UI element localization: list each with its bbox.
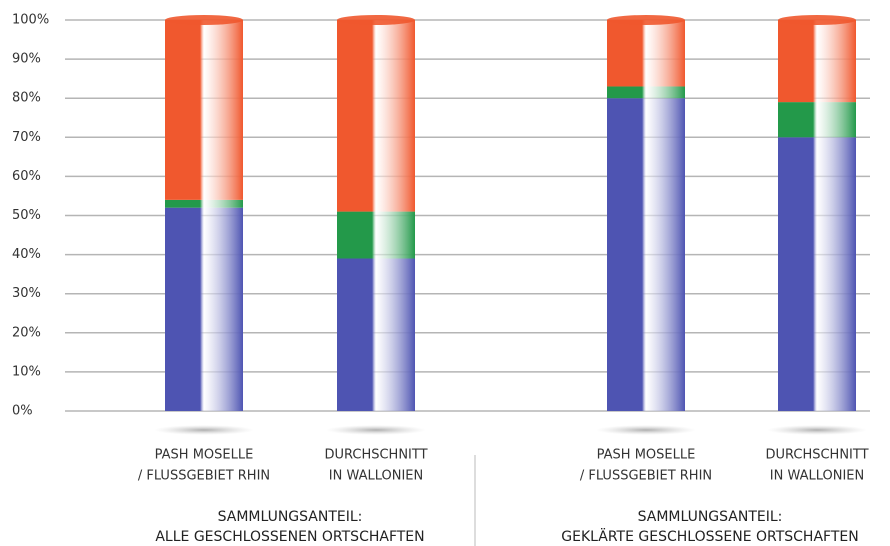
bar-segment: [607, 86, 685, 99]
bar-cap: [165, 15, 243, 25]
group-label: GEKLÄRTE GESCHLOSSENE ORTSCHAFTEN: [561, 527, 858, 545]
bar-segment: [165, 199, 243, 208]
bar-segment: [337, 211, 415, 259]
x-tick-label: IN WALLONIEN: [770, 469, 864, 484]
y-tick-label: 40%: [12, 247, 41, 262]
y-tick-label: 0%: [12, 404, 33, 419]
bar-segment: [337, 258, 415, 411]
y-tick-label: 50%: [12, 208, 41, 223]
bar-segment: [165, 207, 243, 411]
y-tick-label: 100%: [12, 13, 49, 28]
bar-cap: [778, 15, 856, 25]
x-tick-label: DURCHSCHNITT: [324, 448, 427, 463]
x-tick-label: IN WALLONIEN: [329, 469, 423, 484]
bar-segment: [778, 137, 856, 412]
y-tick-label: 10%: [12, 364, 41, 379]
group-label: SAMMLUNGSANTEIL:: [218, 509, 363, 525]
y-tick-label: 90%: [12, 52, 41, 67]
group-label: SAMMLUNGSANTEIL:: [638, 509, 783, 525]
bar-shadow: [326, 425, 426, 435]
bar-segment: [607, 98, 685, 411]
group-label: ALLE GESCHLOSSENEN ORTSCHAFTEN: [155, 529, 424, 545]
y-tick-label: 70%: [12, 130, 41, 145]
bar-segment: [778, 102, 856, 138]
bar-shadow: [596, 425, 696, 435]
bar-cap: [607, 15, 685, 25]
x-tick-label: / FLUSSGEBIET RHIN: [580, 469, 712, 484]
x-tick-label: PASH MOSELLE: [155, 448, 254, 463]
y-tick-label: 30%: [12, 286, 41, 301]
bar-segment: [165, 20, 243, 200]
x-tick-label: DURCHSCHNITT: [765, 448, 868, 463]
bar-segment: [607, 20, 685, 87]
bar-segment: [778, 20, 856, 103]
bar-shadow: [154, 425, 254, 435]
bar-cap: [337, 15, 415, 25]
y-tick-label: 60%: [12, 169, 41, 184]
bar-shadow: [767, 425, 867, 435]
x-tick-label: PASH MOSELLE: [597, 448, 696, 463]
x-tick-label: / FLUSSGEBIET RHIN: [138, 469, 270, 484]
y-tick-label: 20%: [12, 325, 41, 340]
y-tick-label: 80%: [12, 91, 41, 106]
bar-segment: [337, 20, 415, 212]
